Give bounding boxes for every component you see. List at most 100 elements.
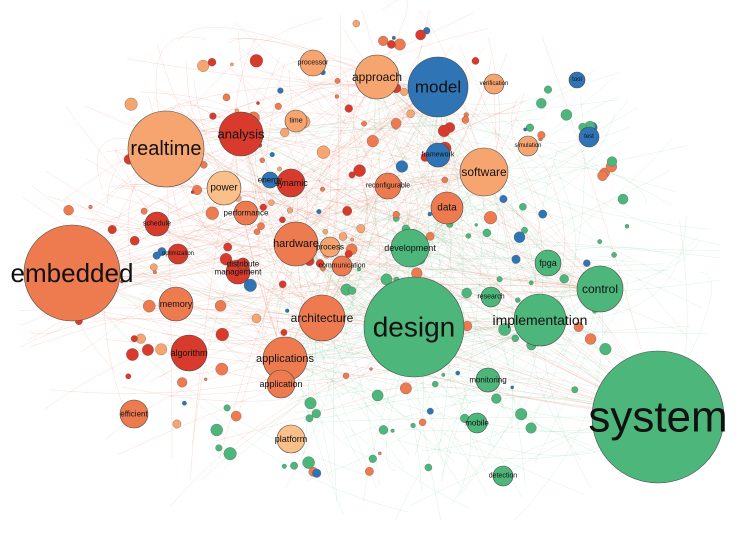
minor-node xyxy=(207,58,217,67)
minor-node xyxy=(356,224,366,233)
minor-node xyxy=(172,419,182,429)
node-fpga: fpga xyxy=(534,249,562,277)
minor-node xyxy=(223,404,231,412)
graph-edge xyxy=(192,133,242,445)
minor-node xyxy=(390,428,395,433)
graph-edge xyxy=(376,76,673,206)
node-simulation: simulation xyxy=(514,135,542,157)
minor-node xyxy=(425,232,435,241)
minor-node xyxy=(366,135,379,148)
minor-node xyxy=(525,123,534,132)
node-processor: processor xyxy=(298,49,329,77)
node-verification-label: verification xyxy=(480,81,509,87)
graph-edge xyxy=(502,247,601,290)
minor-node xyxy=(368,454,377,463)
graph-edge xyxy=(71,272,556,333)
minor-node xyxy=(344,250,353,258)
node-research: research xyxy=(477,286,505,308)
node-monitoring: monitoring xyxy=(469,367,507,393)
node-architecture-label: architecture xyxy=(291,311,354,325)
graph-edge xyxy=(204,171,485,258)
minor-node xyxy=(599,343,612,356)
graph-edge xyxy=(117,319,541,455)
graph-edge xyxy=(240,58,360,135)
minor-node xyxy=(617,193,629,205)
minor-node xyxy=(316,209,322,215)
minor-node xyxy=(455,370,460,376)
graph-edge xyxy=(48,196,601,293)
graph-edge xyxy=(238,86,439,415)
graph-edge xyxy=(227,38,378,78)
node-distribute: distribute xyxy=(227,257,260,271)
minor-node xyxy=(107,225,117,234)
minor-node xyxy=(177,377,188,388)
graph-edge xyxy=(258,182,289,360)
node-design-label: design xyxy=(373,312,456,343)
minor-node xyxy=(205,206,219,220)
node-schedule-label: schedule xyxy=(143,221,171,228)
node-memory: memory xyxy=(158,286,194,322)
minor-node xyxy=(304,397,317,410)
node-algorithm-circle xyxy=(170,334,208,372)
node-realtime: realtime xyxy=(127,110,205,188)
minor-node xyxy=(256,101,260,105)
node-architecture-circle xyxy=(298,294,346,342)
minor-node xyxy=(269,152,275,158)
graph-edge xyxy=(437,86,526,488)
graph-edge xyxy=(230,38,439,88)
minor-node xyxy=(390,118,402,129)
minor-node xyxy=(315,259,325,268)
graph-edge xyxy=(483,166,647,204)
minor-node xyxy=(230,410,242,422)
minor-node xyxy=(348,171,356,179)
node-software: software xyxy=(459,147,509,197)
minor-node xyxy=(215,327,229,342)
graph-edge xyxy=(114,147,286,360)
node-framework-label: framework xyxy=(422,152,455,159)
graph-edge xyxy=(511,95,601,290)
graph-edge xyxy=(65,105,286,360)
node-control: control xyxy=(576,265,624,313)
minor-node xyxy=(253,228,261,235)
minor-node xyxy=(395,160,408,173)
node-approach-circle xyxy=(354,54,400,100)
minor-node xyxy=(544,85,552,94)
node-architecture: architecture xyxy=(291,294,354,342)
graph-edge xyxy=(295,243,456,463)
graph-edge xyxy=(240,133,377,488)
graph-edge xyxy=(71,127,630,274)
graph-edge xyxy=(102,193,659,418)
graph-edge xyxy=(291,86,439,297)
minor-node xyxy=(393,38,406,51)
minor-node xyxy=(190,190,195,194)
node-hardware: hardware xyxy=(273,221,319,267)
minor-node xyxy=(274,102,282,110)
node-software-label: software xyxy=(461,165,507,179)
graph-edge xyxy=(218,86,439,325)
node-algorithm: algorithm xyxy=(170,334,208,372)
node-development-circle xyxy=(390,228,430,268)
node-process: process xyxy=(316,236,344,258)
node-realtime-label: realtime xyxy=(130,138,201,160)
minor-node xyxy=(573,322,584,332)
minor-node xyxy=(280,329,288,336)
minor-node xyxy=(353,164,366,177)
node-embedded-label: embedded xyxy=(11,258,134,288)
minor-node xyxy=(611,252,617,258)
graph-edge xyxy=(201,319,541,481)
node-research-label: research xyxy=(477,294,504,301)
node-mobile: mobile xyxy=(465,412,489,434)
minor-node xyxy=(521,226,528,234)
minor-node xyxy=(249,54,263,68)
graph-edge xyxy=(376,76,548,288)
graph-edge xyxy=(157,44,297,245)
graph-edge xyxy=(71,100,527,274)
minor-node xyxy=(499,195,508,203)
graph-edge xyxy=(284,163,331,360)
node-system-circle xyxy=(591,350,725,484)
graph-edge xyxy=(308,103,485,173)
graph-edge xyxy=(62,297,415,345)
minor-node xyxy=(461,287,472,299)
minor-node xyxy=(305,414,314,423)
minor-node xyxy=(338,232,348,241)
